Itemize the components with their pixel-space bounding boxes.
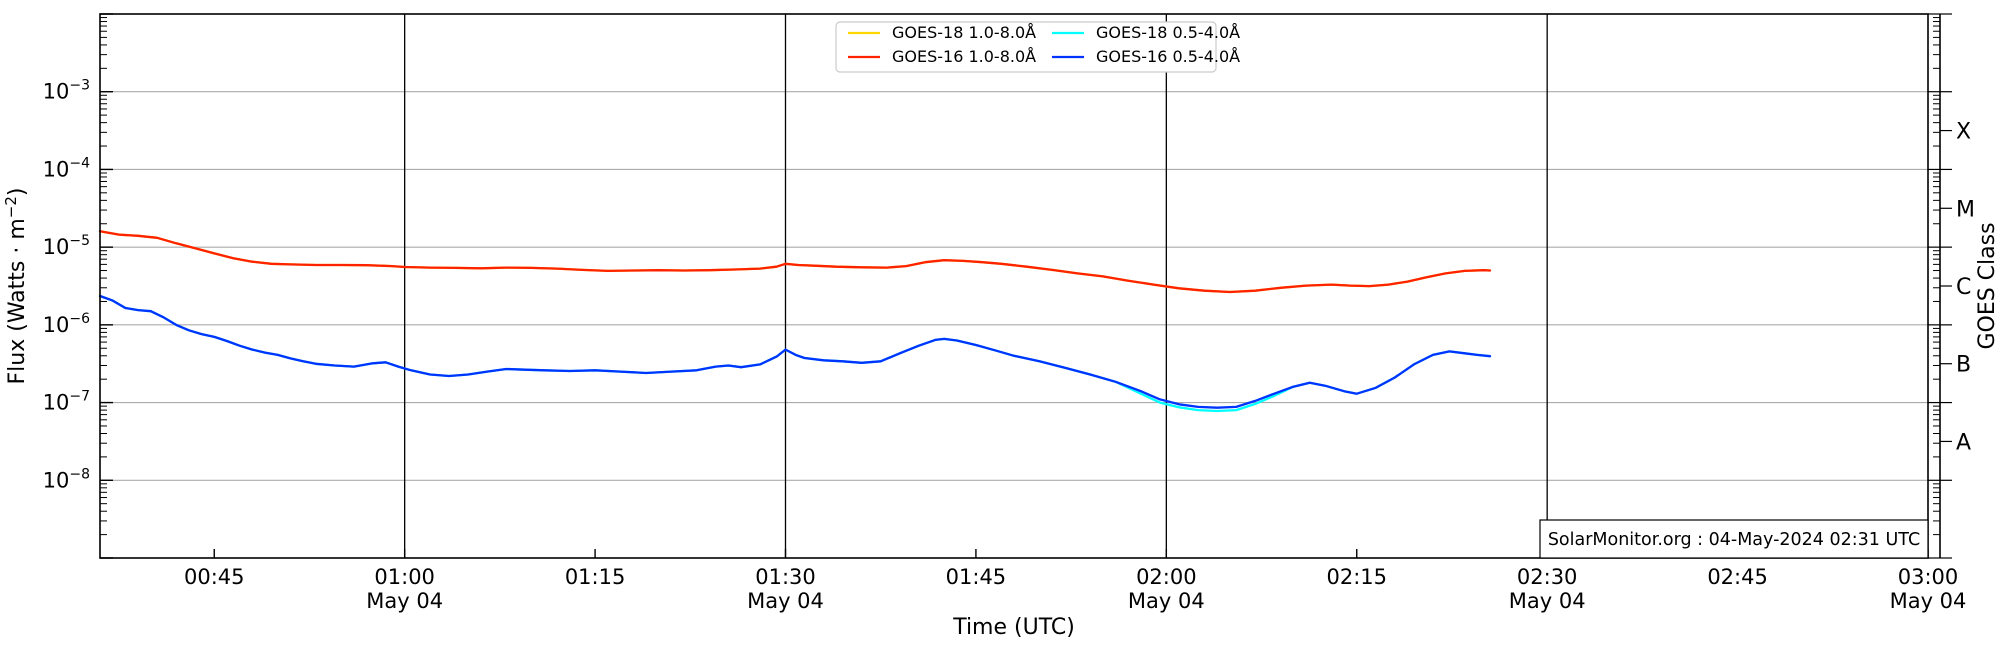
y-tick-label: 10−5 xyxy=(43,233,90,259)
y-tick-label: 10−3 xyxy=(43,78,90,104)
y-tick-label: 10−7 xyxy=(43,389,90,415)
legend: GOES-18 1.0-8.0Å GOES-16 1.0-8.0Å GOES-18 … xyxy=(835,21,1240,73)
y-tick-label: 10−6 xyxy=(43,311,90,337)
x-tick-label: 01:30 xyxy=(755,565,816,589)
legend-label: GOES-16 0.5-4.0Å xyxy=(1096,47,1240,66)
annotation: SolarMonitor.org : 04-May-2024 02:31 UTC xyxy=(1539,519,1929,559)
legend-label: GOES-18 0.5-4.0Å xyxy=(1096,23,1240,42)
x-tick-label: 00:45 xyxy=(184,565,245,589)
series-goes-16-1-0-8-0- xyxy=(98,230,1492,294)
plot-border xyxy=(99,13,1929,559)
series-goes-16-0-5-4-0- xyxy=(98,294,1492,409)
y-tick-label: 10−8 xyxy=(43,466,90,492)
goes-class-letter: B xyxy=(1956,353,1971,378)
y-tick-label: 10−4 xyxy=(43,155,90,181)
goes-class-letter: M xyxy=(1956,197,1975,222)
x-tick-label: 02:45 xyxy=(1707,565,1768,589)
right-axis-title: GOES Class xyxy=(1975,222,2000,349)
series-goes-18-1-0-8-0- xyxy=(98,230,1492,294)
legend-label: GOES-16 1.0-8.0Å xyxy=(892,47,1036,66)
x-tick-label: 02:30 xyxy=(1517,565,1578,589)
legend-label: GOES-18 1.0-8.0Å xyxy=(892,23,1036,42)
x-axis-title: Time (UTC) xyxy=(952,615,1075,640)
x-date-label: May 04 xyxy=(1128,589,1205,613)
x-tick-label: 02:15 xyxy=(1326,565,1387,589)
goes-class-letter: A xyxy=(1956,430,1971,455)
x-tick-label: 01:45 xyxy=(946,565,1007,589)
annotation-box xyxy=(1539,519,1929,559)
legend-box xyxy=(835,21,1217,73)
x-tick-label: 01:00 xyxy=(374,565,435,589)
x-tick-label: 03:00 xyxy=(1898,565,1959,589)
x-tick-label: 01:15 xyxy=(565,565,626,589)
y-axis-title: Flux (Watts · m−2) xyxy=(2,188,30,385)
x-date-label: May 04 xyxy=(366,589,443,613)
x-date-label: May 04 xyxy=(1890,589,1967,613)
x-date-label: May 04 xyxy=(747,589,824,613)
goes-class-letter: C xyxy=(1956,275,1971,300)
goes-class-letter: X xyxy=(1956,120,1971,145)
annotation-text: SolarMonitor.org : 04-May-2024 02:31 UTC xyxy=(1548,530,1920,550)
x-tick-label: 02:00 xyxy=(1136,565,1197,589)
x-date-label: May 04 xyxy=(1509,589,1586,613)
